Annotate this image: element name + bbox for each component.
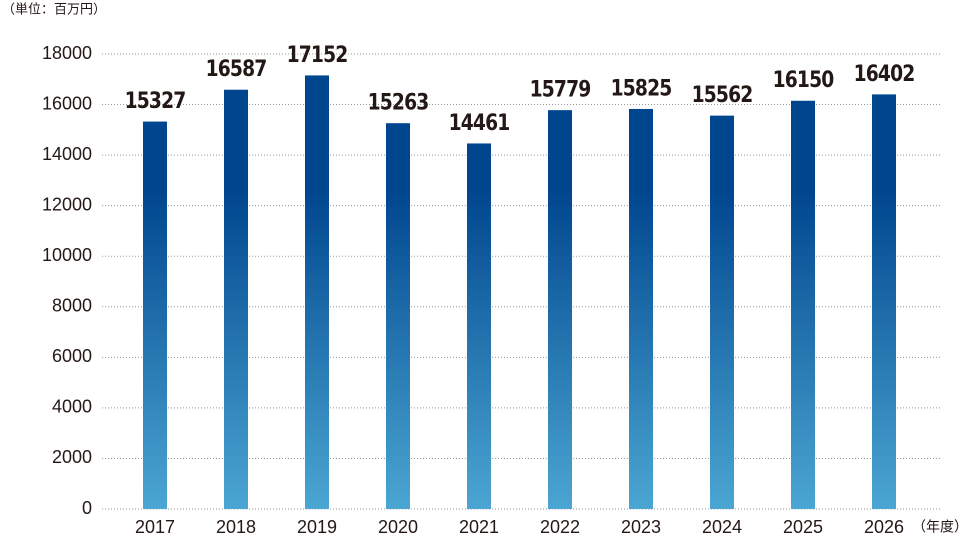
- y-tick-label: 14000: [42, 144, 92, 164]
- x-tick-label: 2019: [297, 517, 337, 537]
- bar: [872, 94, 896, 509]
- y-tick-label: 8000: [52, 296, 92, 316]
- data-label: 15825: [611, 75, 672, 101]
- data-label: 15327: [125, 88, 186, 114]
- x-tick-label: 2018: [216, 517, 256, 537]
- data-label: 16402: [854, 60, 915, 86]
- bar: [791, 100, 815, 509]
- y-tick-label: 12000: [42, 194, 92, 214]
- x-tick-label: 2026: [864, 517, 904, 537]
- y-tick-label: 18000: [42, 43, 92, 63]
- bar: [224, 89, 248, 509]
- x-unit-label: （年度）: [912, 519, 960, 535]
- y-tick-label: 0: [82, 498, 92, 518]
- x-tick-label: 2024: [702, 517, 742, 537]
- unit-label: （単位：百万円）: [2, 1, 106, 16]
- data-label: 15779: [530, 76, 591, 102]
- x-tick-label: 2020: [378, 517, 418, 537]
- x-tick-label: 2023: [621, 517, 661, 537]
- y-tick-label: 2000: [52, 447, 92, 467]
- bar: [629, 108, 653, 510]
- data-label: 17152: [287, 41, 348, 67]
- x-tick-label: 2022: [540, 517, 580, 537]
- x-tick-label: 2017: [135, 517, 175, 537]
- data-label: 16587: [206, 56, 267, 82]
- bar: [710, 115, 734, 509]
- y-tick-label: 10000: [42, 245, 92, 265]
- data-label: 15263: [368, 89, 429, 115]
- x-tick-label: 2021: [459, 517, 499, 537]
- data-label: 16150: [773, 67, 834, 93]
- data-label: 14461: [449, 109, 510, 135]
- bar: [143, 121, 167, 509]
- bar: [386, 123, 410, 510]
- bar: [548, 110, 572, 510]
- y-tick-label: 6000: [52, 346, 92, 366]
- y-tick-label: 4000: [52, 397, 92, 417]
- y-tick-label: 16000: [42, 93, 92, 113]
- bar: [467, 143, 491, 509]
- x-tick-label: 2025: [783, 517, 823, 537]
- bar: [305, 75, 329, 510]
- data-label: 15562: [692, 82, 753, 108]
